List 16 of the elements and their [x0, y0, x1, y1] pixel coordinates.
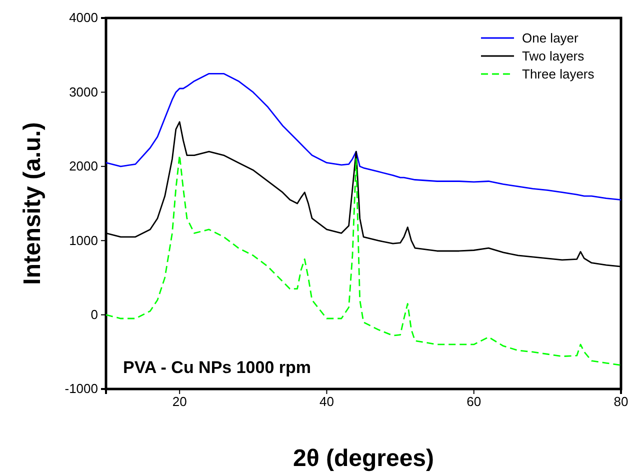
x-tick-label: 80: [614, 394, 628, 410]
y-tick-label: -1000: [64, 381, 98, 396]
y-tick-label: 3000: [69, 84, 98, 100]
y-axis-title: Intensity (a.u.): [19, 122, 46, 285]
y-tick-label: 4000: [69, 10, 98, 26]
legend-label: One layer: [522, 30, 580, 46]
x-tick-label: 20: [172, 394, 187, 410]
legend-label: Two layers: [522, 48, 585, 64]
x-axis-title: 2θ (degrees): [292, 445, 434, 472]
y-tick-label: 0: [90, 306, 98, 322]
annotation: PVA - Cu NPs 1000 rpm: [123, 358, 312, 377]
legend-label: Three layers: [522, 66, 595, 82]
y-tick-label: 1000: [69, 232, 98, 248]
x-tick-label: 40: [319, 394, 334, 410]
y-tick-label: 2000: [69, 158, 98, 174]
x-tick-label: 60: [466, 394, 482, 410]
